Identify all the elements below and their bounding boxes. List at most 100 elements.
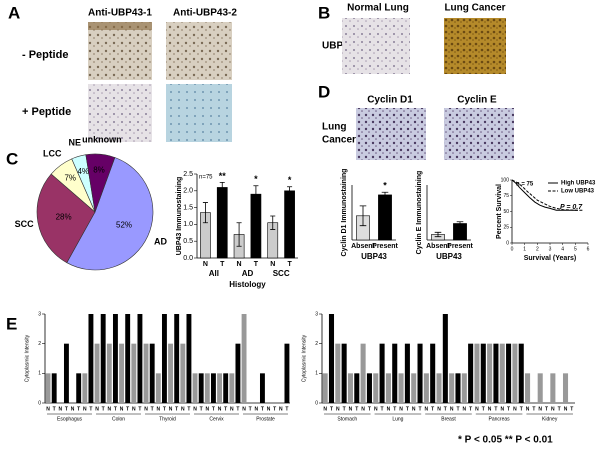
x-tick-label: T — [444, 406, 447, 412]
bar — [223, 373, 229, 403]
bar — [378, 194, 392, 241]
group-label: Pancreas — [489, 416, 511, 422]
error-bar — [287, 186, 293, 196]
x-tick-label: T — [187, 406, 190, 412]
column-header: Normal Lung — [347, 3, 409, 14]
bar — [411, 373, 417, 403]
y-tick-label: 100 — [501, 177, 510, 183]
x-tick-label: N — [425, 406, 429, 412]
group-label: Esophagus — [57, 416, 83, 422]
x-tick-label: T — [532, 406, 535, 412]
group-label: Breast — [441, 416, 456, 422]
y-tick-label: 0.5 — [183, 238, 193, 245]
bar — [241, 314, 247, 403]
y-axis-label: Cytoplasmic Intensity — [24, 334, 30, 382]
bar — [453, 223, 467, 241]
x-tick-label: N — [181, 406, 185, 412]
slice-label: 28% — [56, 213, 72, 222]
group-label: Prostate — [256, 416, 275, 422]
bar — [366, 373, 372, 403]
group-label: All — [209, 269, 219, 278]
group-label: Colon — [112, 416, 125, 422]
x-tick-label: N — [564, 406, 568, 412]
bar — [518, 343, 524, 403]
y-tick-label: 2 — [38, 341, 41, 347]
column-header: Anti-UBP43-1 — [88, 8, 152, 19]
x-tick-label: T — [102, 406, 105, 412]
error-bar — [253, 185, 259, 203]
y-tick-label: 1 — [315, 371, 318, 377]
x-tick-label: N — [374, 406, 378, 412]
bar — [284, 190, 295, 259]
x-tick-label: T — [249, 406, 252, 412]
y-axis-label: Percent Survival — [496, 184, 503, 239]
x-tick-label: N — [336, 406, 340, 412]
bar — [229, 373, 235, 403]
y-tick-label: 1.5 — [183, 204, 193, 211]
x-tick-label: Present — [372, 243, 398, 250]
bar — [259, 373, 265, 403]
bar — [174, 314, 180, 403]
x-tick-label: N — [349, 406, 353, 412]
x-tick-label: N — [95, 406, 99, 412]
y-tick-label: 50 — [503, 209, 509, 215]
tissue-image — [166, 84, 232, 142]
bar — [210, 373, 216, 403]
x-tick-label: T — [224, 406, 227, 412]
x-tick-label: N — [279, 406, 283, 412]
bar — [204, 373, 210, 403]
bar — [216, 187, 228, 259]
x-tick-label: T — [419, 406, 422, 412]
group-label: SCC — [273, 269, 290, 278]
bar — [499, 343, 505, 403]
group-label: Cervix — [209, 416, 224, 422]
y-tick-label: 0.0 — [183, 255, 193, 262]
x-tick-label: N — [412, 406, 416, 412]
y-tick-label: 2.0 — [183, 188, 193, 195]
x-tick-label: T — [456, 406, 459, 412]
bar — [168, 343, 174, 403]
x-tick-label: N — [267, 406, 271, 412]
survival-line — [511, 179, 578, 211]
x-tick-label: Absent — [351, 243, 375, 250]
x-axis-label: UBP43 — [361, 252, 387, 261]
panel-label: C — [6, 149, 18, 168]
y-axis-label: Cyclin E Immunostaining — [416, 171, 423, 255]
y-tick-label: 3 — [38, 311, 41, 317]
x-tick-label: N — [83, 406, 87, 412]
panel-label: D — [318, 82, 330, 101]
x-tick-label: N — [237, 261, 242, 268]
x-tick-label: N — [132, 406, 136, 412]
bar — [82, 373, 88, 403]
x-tick-label: T — [558, 406, 561, 412]
y-tick-label: 25 — [503, 225, 509, 231]
x-tick-label: N — [108, 406, 112, 412]
bar — [235, 343, 241, 403]
slice-label: 52% — [116, 220, 132, 229]
legend-label: High UBP43 — [561, 181, 596, 187]
slice-label: 4% — [77, 167, 89, 176]
x-tick-label: N — [218, 406, 222, 412]
bar — [449, 373, 455, 403]
x-tick-label: T — [53, 406, 56, 412]
bar — [45, 373, 51, 403]
bar — [537, 373, 543, 403]
column-header: Cyclin E — [457, 95, 497, 106]
tissue-image — [166, 22, 232, 80]
bar — [186, 314, 192, 403]
bar — [461, 373, 467, 403]
x-axis-label: Histology — [229, 280, 266, 289]
x-tick-label: T — [220, 261, 225, 268]
slice-label: 7% — [64, 173, 76, 182]
x-tick-label: Absent — [426, 243, 450, 250]
y-axis-label: Cytoplasmic Intensity — [301, 334, 307, 382]
x-tick-label: N — [46, 406, 50, 412]
x-tick-label: N — [120, 406, 124, 412]
bar — [100, 314, 106, 403]
x-tick-label: N — [450, 406, 454, 412]
y-tick-label: 0 — [315, 400, 318, 406]
bar — [525, 373, 531, 403]
error-bar — [434, 231, 442, 238]
bar — [442, 314, 448, 403]
x-tick-label: N — [500, 406, 504, 412]
